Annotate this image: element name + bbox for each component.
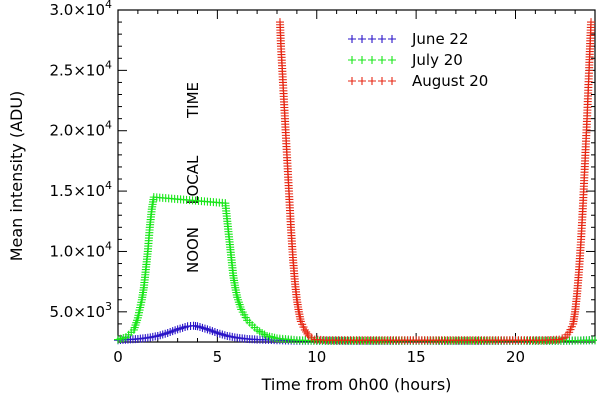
annotation-word: LOCAL: [184, 155, 202, 204]
series-point: [303, 329, 312, 338]
series-point: [302, 327, 311, 336]
annotation-word: NOON: [184, 227, 202, 273]
legend-marker: [348, 35, 356, 43]
legend-marker: [378, 35, 386, 43]
x-tick-label: 5: [213, 348, 223, 366]
legend-marker: [378, 56, 386, 64]
legend-marker: [368, 35, 376, 43]
legend-marker: [388, 77, 396, 85]
x-tick-label: 10: [307, 348, 326, 366]
y-tick-label: 2.0×104: [49, 119, 112, 140]
legend-marker: [348, 77, 356, 85]
y-tick-label: 1.5×104: [49, 179, 112, 200]
legend-marker: [388, 56, 396, 64]
series-point: [591, 336, 597, 345]
x-tick-label: 20: [506, 348, 525, 366]
x-tick-label: 0: [113, 348, 123, 366]
legend-label: July 20: [411, 51, 463, 69]
series-point: [587, 18, 596, 27]
legend-marker: [358, 35, 366, 43]
y-tick-label: 3.0×104: [49, 0, 112, 19]
y-tick-label: 1.0×104: [49, 239, 112, 260]
y-tick-label: 2.5×104: [49, 58, 112, 79]
x-tick-label: 15: [407, 348, 426, 366]
legend-marker: [378, 77, 386, 85]
y-tick-label: 5.0×103: [49, 300, 112, 321]
legend-marker: [358, 56, 366, 64]
series-point: [300, 325, 309, 334]
legend-marker: [368, 56, 376, 64]
legend-marker: [368, 77, 376, 85]
legend-label: June 22: [411, 30, 469, 48]
annotation-word: TIME: [184, 82, 202, 119]
legend-marker: [348, 56, 356, 64]
legend-marker: [388, 35, 396, 43]
x-axis-title: Time from 0h00 (hours): [261, 375, 452, 394]
legend-marker: [358, 77, 366, 85]
y-axis-title: Mean intensity (ADU): [7, 91, 26, 262]
legend-label: August 20: [412, 72, 488, 90]
